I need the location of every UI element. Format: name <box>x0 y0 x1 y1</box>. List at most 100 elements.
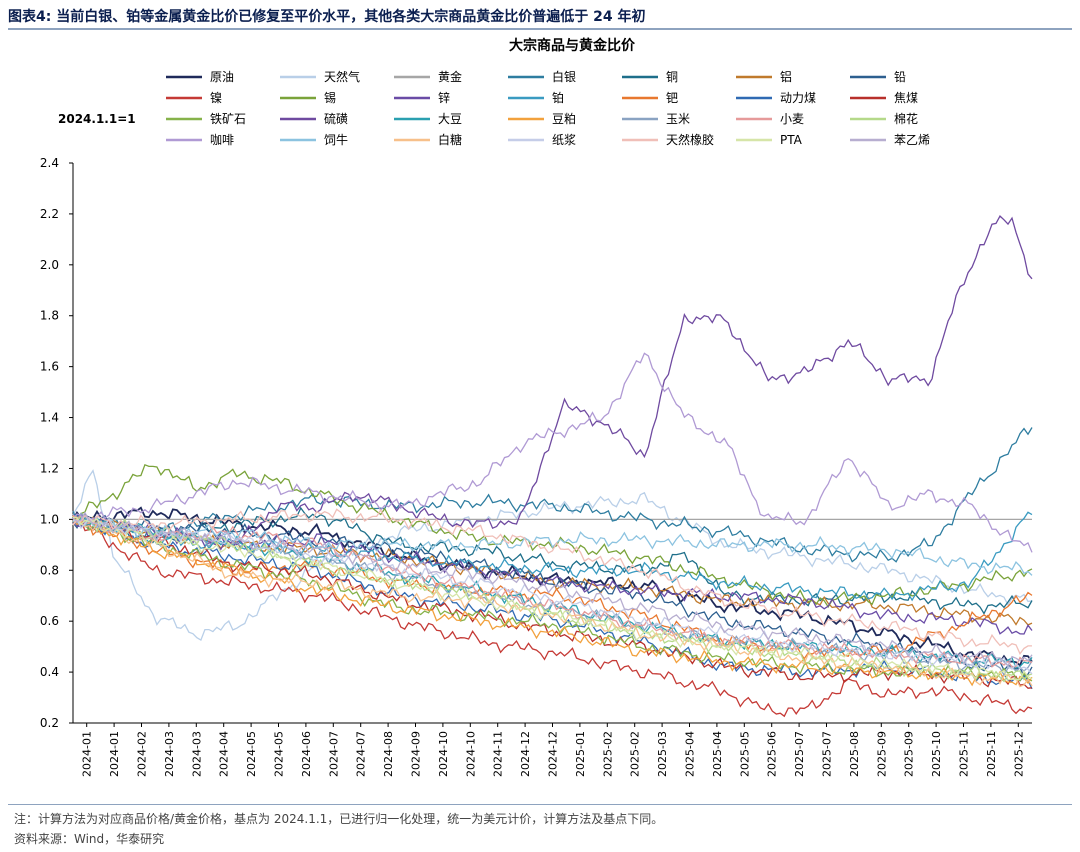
legend-item: 铂 <box>508 90 564 105</box>
legend-item: 白糖 <box>394 132 462 147</box>
x-tick-label: 2024-12 <box>519 731 532 777</box>
x-tick-label: 2025-02 <box>601 731 614 777</box>
legend-label: 铝 <box>780 69 792 84</box>
legend-label: 饲牛 <box>324 132 348 147</box>
series-line <box>72 508 1032 655</box>
legend-label: 纸浆 <box>552 132 576 147</box>
series-line <box>72 514 1033 668</box>
x-tick-label: 2025-05 <box>738 731 751 777</box>
legend-item: 镍 <box>166 91 222 105</box>
line-chart: 大宗商品与黄金比价 2024.1.1=1 原油 天然气 黄金 白银 铜 铝 铅镍 锡 锌 铂 钯 动力… <box>40 37 1033 777</box>
legend-label: 玉米 <box>666 112 690 126</box>
series-line <box>72 469 1033 642</box>
legend-item: 咖啡 <box>166 132 234 147</box>
x-tick-label: 2025-04 <box>684 731 697 777</box>
chart-title: 大宗商品与黄金比价 <box>509 37 636 54</box>
legend-item: 小麦 <box>736 112 804 126</box>
series-group <box>72 215 1033 718</box>
legend-label: 大豆 <box>438 112 462 126</box>
x-tick-label: 2024-10 <box>437 731 450 777</box>
y-tick-label: 0.8 <box>40 563 59 577</box>
x-tick-label: 2025-01 <box>574 731 587 777</box>
legend-label: 黄金 <box>438 69 462 84</box>
x-tick-label: 2024-08 <box>382 731 395 777</box>
legend-label: 锡 <box>324 90 336 105</box>
x-tick-label: 2025-11 <box>985 731 998 777</box>
legend-item: 纸浆 <box>508 132 576 147</box>
source-note: 资料来源：Wind，华泰研究 <box>14 832 165 846</box>
x-tick-label: 2024-07 <box>355 731 368 777</box>
x-tick-label: 2024-09 <box>410 731 423 777</box>
legend-label: 焦煤 <box>894 91 918 105</box>
y-tick-label: 1.4 <box>40 411 59 425</box>
legend-label: 铜 <box>666 69 678 84</box>
x-tick-label: 2024-02 <box>136 731 149 777</box>
legend-label: 棉花 <box>894 111 918 126</box>
y-tick-label: 2.4 <box>40 156 59 170</box>
legend-item: 锡 <box>280 90 336 105</box>
x-tick-label: 2024-05 <box>245 731 258 777</box>
y-tick-label: 0.6 <box>40 614 59 628</box>
legend-item: 黄金 <box>394 69 462 84</box>
legend-label: 小麦 <box>780 112 804 126</box>
series-line <box>72 517 1033 576</box>
x-tick-label: 2024-10 <box>464 731 477 777</box>
legend-item: 白银 <box>508 69 576 84</box>
legend-item: 棉花 <box>850 111 918 126</box>
series-line <box>72 427 1033 563</box>
legend-item: 苯乙烯 <box>850 133 930 147</box>
y-tick-label: 1.8 <box>40 309 59 323</box>
x-tick-label: 2024-05 <box>273 731 286 777</box>
x-tick-label: 2024-01 <box>108 731 121 777</box>
legend-item: PTA <box>736 133 803 147</box>
x-tick-label: 2025-03 <box>656 731 669 777</box>
legend-label: 钯 <box>666 91 678 105</box>
legend-item: 铜 <box>622 69 678 84</box>
y-tick-label: 1.0 <box>40 512 59 526</box>
legend-label: 苯乙烯 <box>894 133 930 147</box>
legend-label: 动力煤 <box>780 91 816 105</box>
legend-label: 原油 <box>210 70 234 84</box>
y-tick-label: 1.2 <box>40 461 59 475</box>
series-line <box>72 506 1033 667</box>
y-axis: 0.2 0.4 0.6 0.8 1.0 1.2 1.4 1.6 1.8 2.0 2.2 2.4 <box>40 156 74 730</box>
legend-label: 锌 <box>438 91 450 105</box>
series-line <box>72 511 1033 667</box>
legend-item: 饲牛 <box>280 132 348 147</box>
y-tick-label: 0.4 <box>40 665 59 679</box>
x-tick-label: 2025-09 <box>875 731 888 777</box>
series-line <box>72 352 1033 553</box>
legend-label: 镍 <box>210 91 222 105</box>
series-line <box>72 215 1033 551</box>
y-tick-label: 1.6 <box>40 360 59 374</box>
series-line <box>72 515 1033 660</box>
x-tick-label: 2024-07 <box>327 731 340 777</box>
x-tick-label: 2024-03 <box>163 731 176 777</box>
y-tick-label: 0.2 <box>40 716 59 730</box>
series-line <box>72 511 1033 602</box>
series-line <box>72 515 1033 687</box>
legend-label: 白糖 <box>438 132 462 147</box>
legend-label: 白银 <box>552 69 576 84</box>
figure-title: 图表4: 当前白银、铂等金属黄金比价已修复至平价水平，其他各类大宗商品黄金比价普… <box>8 9 646 25</box>
x-tick-label: 2025-08 <box>848 731 861 777</box>
x-tick-label: 2025-04 <box>711 731 724 777</box>
y-tick-label: 2.2 <box>40 207 59 221</box>
x-tick-label: 2025-10 <box>930 731 943 777</box>
legend-label: 铂 <box>552 90 564 105</box>
legend-item: 大豆 <box>394 112 462 126</box>
legend-item: 铅 <box>850 70 906 84</box>
legend-item: 天然橡胶 <box>622 132 714 147</box>
x-tick-label: 2024-11 <box>492 731 505 777</box>
x-axis: 2024-01 2024-01 2024-02 2024-03 2024-03 2024-… <box>73 722 1032 777</box>
x-tick-label: 2025-06 <box>766 731 779 777</box>
x-tick-label: 2024-01 <box>81 731 94 777</box>
legend-label: PTA <box>780 133 803 147</box>
x-tick-label: 2024-12 <box>547 731 560 777</box>
legend-item: 豆粕 <box>508 111 576 126</box>
legend-item: 玉米 <box>622 112 690 126</box>
base-label: 2024.1.1=1 <box>58 112 136 126</box>
top-divider <box>8 28 1072 30</box>
series-line <box>72 516 1033 681</box>
